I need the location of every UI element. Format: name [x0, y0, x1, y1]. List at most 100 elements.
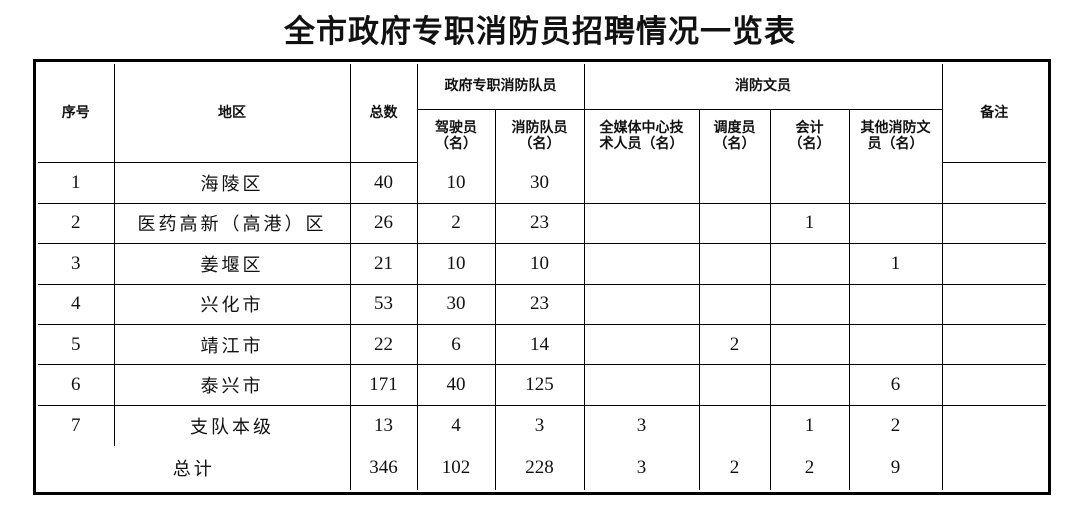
- cell-accountant: [769, 243, 850, 285]
- cell-dispatcher: [698, 202, 771, 245]
- cell-driver: 30: [416, 283, 496, 325]
- cell-driver: 10: [416, 243, 496, 285]
- cell-remarks: [941, 283, 1046, 325]
- cell-region: 泰兴市: [113, 364, 351, 406]
- cell-other: [848, 202, 943, 245]
- table-row: 4 兴化市 53 30 23: [38, 283, 1046, 325]
- cell-dispatcher: 2: [698, 323, 771, 366]
- cell-media: [583, 243, 700, 285]
- cell-firefighter: 23: [494, 283, 585, 325]
- cell-accountant: [769, 323, 850, 366]
- cell-dispatcher: [698, 283, 771, 325]
- cell-seq: 2: [38, 202, 115, 245]
- cell-remarks: [941, 323, 1046, 366]
- cell-region: 姜堰区: [113, 243, 351, 285]
- summary-media: 3: [583, 445, 700, 490]
- header-remarks: 备注: [941, 64, 1046, 164]
- cell-total: 171: [349, 364, 418, 406]
- cell-firefighter: 125: [494, 364, 585, 406]
- cell-firefighter: 10: [494, 243, 585, 285]
- summary-accountant: 2: [769, 445, 850, 490]
- cell-other: 6: [848, 364, 943, 406]
- cell-remarks: [941, 404, 1046, 446]
- cell-other: [848, 323, 943, 366]
- table-row: 1 海陵区 40 10 30: [38, 162, 1046, 204]
- cell-media: [583, 202, 700, 245]
- cell-remarks: [941, 162, 1046, 204]
- table-row: 2 医药高新（高港）区 26 2 23 1: [38, 202, 1046, 245]
- header-total: 总数: [349, 64, 418, 164]
- cell-firefighter: 3: [494, 404, 585, 446]
- table-row: 6 泰兴市 171 40 125 6: [38, 364, 1046, 406]
- header-region: 地区: [113, 64, 351, 164]
- cell-seq: 5: [38, 323, 115, 366]
- table-row: 5 靖江市 22 6 14 2: [38, 323, 1046, 366]
- header-driver: 驾驶员（名）: [417, 108, 496, 163]
- summary-driver: 102: [416, 445, 496, 490]
- cell-driver: 10: [416, 162, 496, 204]
- summary-label: 总计: [38, 445, 351, 490]
- summary-row: 总计 346 102 228 3 2 2 9: [38, 445, 1046, 490]
- cell-other: [848, 283, 943, 325]
- cell-seq: 4: [38, 283, 115, 325]
- cell-media: 3: [583, 404, 700, 446]
- header-dispatcher: 调度员（名）: [698, 108, 771, 163]
- page-title: 全市政府专职消防员招聘情况一览表: [284, 14, 796, 50]
- cell-remarks: [941, 243, 1046, 285]
- cell-region: 海陵区: [113, 162, 351, 204]
- cell-other: [848, 162, 943, 204]
- header-media: 全媒体中心技术人员（名）: [583, 108, 700, 163]
- cell-accountant: [769, 283, 850, 325]
- cell-region: 靖江市: [113, 323, 351, 366]
- cell-remarks: [941, 364, 1046, 406]
- cell-accountant: 1: [769, 202, 850, 245]
- cell-seq: 7: [38, 404, 115, 446]
- cell-accountant: [769, 162, 850, 204]
- cell-total: 26: [349, 202, 418, 245]
- cell-total: 40: [349, 162, 418, 204]
- cell-remarks: [941, 202, 1046, 245]
- cell-region: 医药高新（高港）区: [113, 202, 351, 245]
- header-seq: 序号: [38, 64, 115, 164]
- cell-driver: 4: [416, 404, 496, 446]
- cell-dispatcher: [698, 364, 771, 406]
- cell-seq: 1: [38, 162, 115, 204]
- cell-total: 53: [349, 283, 418, 325]
- cell-region: 支队本级: [113, 404, 351, 446]
- cell-total: 22: [349, 323, 418, 366]
- cell-dispatcher: [698, 162, 771, 204]
- cell-driver: 40: [416, 364, 496, 406]
- cell-firefighter: 23: [494, 202, 585, 245]
- cell-region: 兴化市: [113, 283, 351, 325]
- cell-media: [583, 323, 700, 366]
- cell-dispatcher: [698, 404, 771, 446]
- summary-dispatcher: 2: [698, 445, 771, 490]
- cell-other: 1: [848, 243, 943, 285]
- recruitment-table-frame: 序号 地区 总数 政府专职消防队员 消防文员 备注 驾驶员（名） 消防队员（名）…: [33, 59, 1051, 495]
- cell-media: [583, 162, 700, 204]
- cell-firefighter: 30: [494, 162, 585, 204]
- header-civil-group: 消防文员: [583, 64, 943, 110]
- cell-total: 13: [349, 404, 418, 446]
- cell-driver: 2: [416, 202, 496, 245]
- header-gov-group: 政府专职消防队员: [416, 64, 585, 110]
- header-other: 其他消防文员（名）: [848, 108, 942, 163]
- summary-firefighter: 228: [494, 445, 585, 490]
- cell-firefighter: 14: [494, 323, 585, 366]
- summary-other: 9: [848, 445, 943, 490]
- cell-seq: 3: [38, 243, 115, 285]
- cell-driver: 6: [416, 323, 496, 366]
- summary-remarks: [941, 445, 1046, 490]
- header-accountant: 会计（名）: [769, 108, 850, 163]
- header-firefighter: 消防队员（名）: [494, 108, 585, 163]
- cell-media: [583, 283, 700, 325]
- cell-seq: 6: [38, 364, 115, 406]
- table-row: 7 支队本级 13 4 3 3 1 2: [38, 404, 1046, 446]
- cell-media: [583, 364, 700, 406]
- cell-total: 21: [349, 243, 418, 285]
- cell-dispatcher: [698, 243, 771, 285]
- cell-accountant: 1: [769, 404, 850, 446]
- recruitment-table: 序号 地区 总数 政府专职消防队员 消防文员 备注 驾驶员（名） 消防队员（名）…: [38, 64, 1046, 490]
- summary-total: 346: [349, 445, 418, 490]
- cell-accountant: [769, 364, 850, 406]
